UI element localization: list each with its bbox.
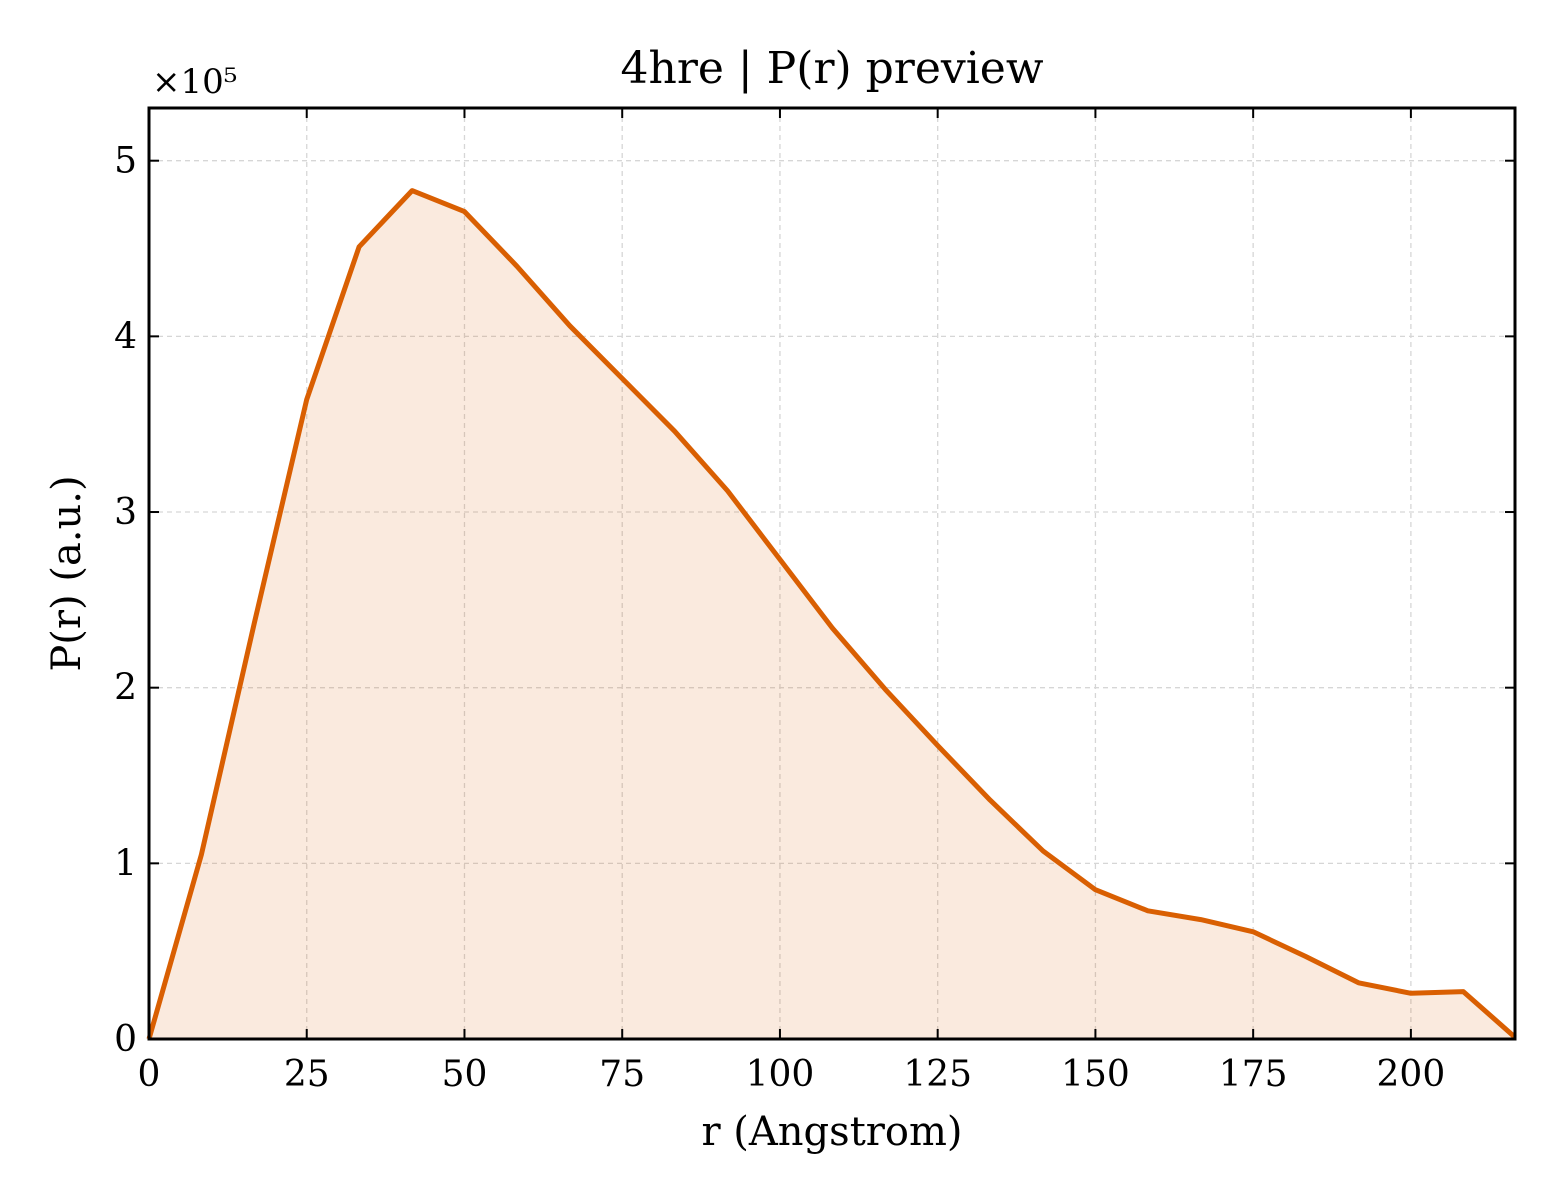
y-tick-label: 3 xyxy=(114,492,137,533)
y-tick-label: 5 xyxy=(114,141,137,182)
pr-area-fill xyxy=(149,190,1515,1040)
x-tick-label: 0 xyxy=(138,1054,161,1095)
x-tick-label: 75 xyxy=(599,1054,645,1095)
x-tick-label: 175 xyxy=(1219,1054,1288,1095)
plot-frame xyxy=(147,106,1517,1041)
grid xyxy=(148,108,1515,1039)
x-tick-label: 200 xyxy=(1377,1054,1446,1095)
x-tick-label: 100 xyxy=(746,1054,815,1095)
x-tick-label: 150 xyxy=(1061,1054,1130,1095)
y-tick-label: 1 xyxy=(114,843,137,884)
chart-title: 4hre | P(r) preview xyxy=(620,43,1043,94)
y-tick-label: 4 xyxy=(114,316,137,357)
y-tick-label: 0 xyxy=(114,1019,137,1060)
y-tick-label: 2 xyxy=(114,668,137,709)
pr-series-line xyxy=(146,188,1517,1040)
y-axis-label: P(r) (a.u.) xyxy=(44,475,90,671)
x-axis-label: r (Angstrom) xyxy=(701,1109,962,1155)
y-axis-multiplier: ×10⁵ xyxy=(152,62,237,102)
x-tick-label: 50 xyxy=(442,1054,488,1095)
x-tick-label: 125 xyxy=(903,1054,972,1095)
x-tick-label: 25 xyxy=(284,1054,330,1095)
